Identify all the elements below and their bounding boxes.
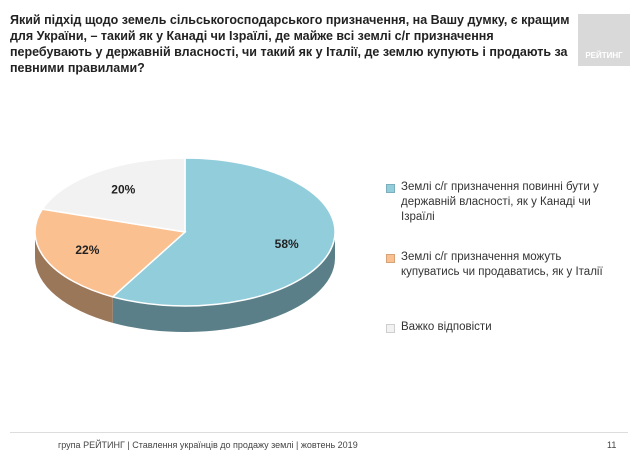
logo: РЕЙТИНГ	[578, 14, 630, 66]
legend-label: Землі с/г призначення можуть купуватись …	[401, 251, 603, 278]
legend-swatch	[386, 254, 395, 263]
legend-item: Землі с/г призначення можуть купуватись …	[386, 250, 616, 280]
slice	[34, 208, 187, 298]
legend-label: Важко відповісти	[401, 321, 492, 333]
divider	[10, 432, 628, 433]
legend-item: Землі с/г призначення повинні бути у дер…	[386, 180, 616, 225]
footer: група РЕЙТИНГ | Ставлення українців до п…	[58, 440, 358, 450]
page-number: 11	[607, 440, 617, 450]
legend-item: Важко відповісти	[386, 320, 616, 335]
data-label: 22%	[75, 243, 99, 257]
legend-swatch	[386, 324, 395, 333]
slice	[111, 157, 336, 307]
slice-side	[112, 232, 336, 332]
chart-title: Який підхід щодо земель сільськогосподар…	[10, 13, 570, 75]
slice	[41, 157, 186, 233]
legend-label: Землі с/г призначення повинні бути у дер…	[401, 181, 599, 223]
slice-side	[35, 232, 113, 323]
data-label: 20%	[111, 182, 135, 196]
data-label: 58%	[275, 237, 299, 251]
legend-swatch	[386, 184, 395, 193]
